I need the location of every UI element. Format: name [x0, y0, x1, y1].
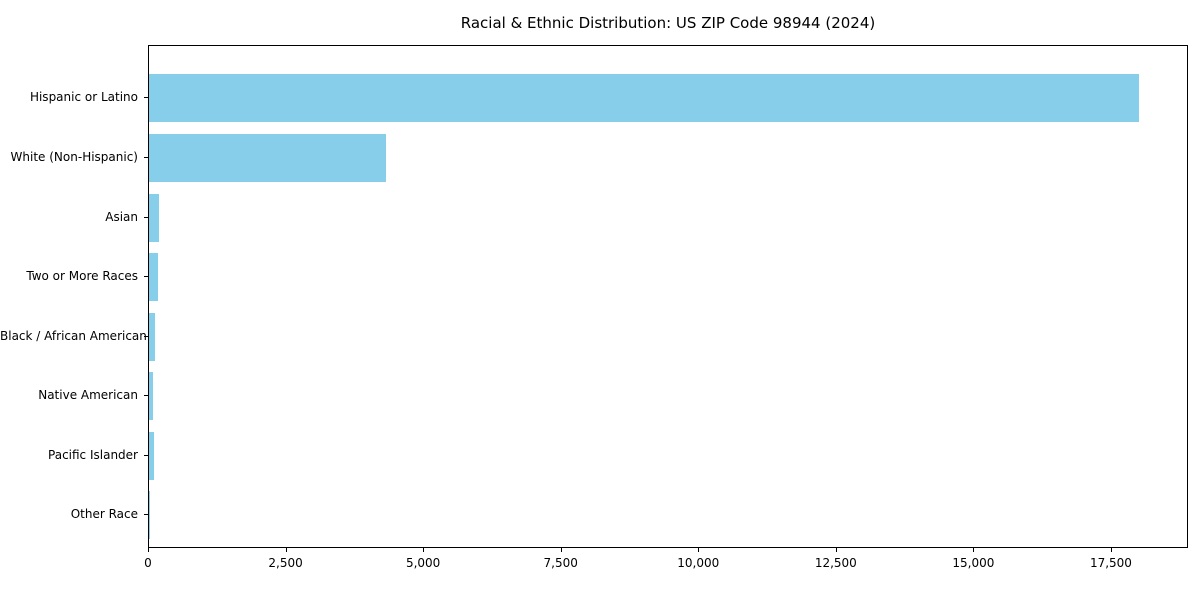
chart-title: Racial & Ethnic Distribution: US ZIP Cod… [460, 14, 876, 32]
y-tick-label: White (Non-Hispanic) [10, 149, 138, 164]
x-tick-mark [973, 548, 975, 552]
bar-other-race [149, 491, 150, 540]
x-tick-mark [835, 548, 837, 552]
bar-hispanic-or-latino [149, 74, 1140, 123]
y-tick-mark [144, 216, 148, 218]
x-tick-label: 5,000 [405, 556, 441, 570]
bar-native-american [149, 372, 154, 421]
y-tick-label: Other Race [70, 507, 138, 522]
y-tick-mark [144, 276, 148, 278]
x-tick-mark [148, 548, 149, 552]
x-tick-label: 2,500 [268, 556, 303, 570]
y-tick-mark [144, 97, 148, 99]
y-tick-mark [144, 156, 148, 158]
y-tick-label: Two or More Races [26, 269, 138, 284]
y-tick-label: Pacific Islander [48, 447, 138, 462]
x-tick-mark [285, 548, 287, 552]
x-tick-label: 10,000 [677, 556, 720, 570]
x-tick-label: 12,500 [814, 556, 857, 570]
bar-pacific-islander [149, 431, 155, 480]
bar-two-or-more-races [149, 253, 158, 302]
y-tick-label: Black / African American [0, 328, 147, 343]
plot-area [148, 45, 1188, 548]
y-tick-mark [144, 335, 148, 337]
x-tick-mark [423, 548, 425, 552]
y-tick-label: Asian [105, 209, 138, 224]
x-tick-mark [698, 548, 700, 552]
y-tick-mark [144, 395, 148, 397]
y-tick-mark [144, 514, 148, 516]
bar-black-african-american [149, 312, 156, 361]
bar-white-non-hispanic [149, 133, 386, 182]
x-tick-mark [560, 548, 562, 552]
y-tick-mark [144, 454, 148, 456]
x-tick-label: 7,500 [543, 556, 578, 570]
x-tick-mark [1110, 548, 1112, 552]
y-tick-label: Native American [38, 388, 138, 403]
x-tick-label: 17,500 [1089, 556, 1132, 570]
bar-asian [149, 193, 160, 242]
x-tick-label: 15,000 [952, 556, 995, 570]
y-tick-label: Hispanic or Latino [29, 90, 138, 105]
x-tick-label: 0 [144, 556, 152, 570]
